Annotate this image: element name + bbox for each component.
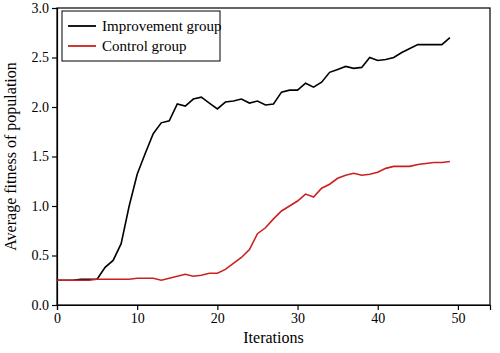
tick: 0.5 <box>32 248 58 263</box>
tick: 20 <box>211 305 225 326</box>
tick: 50 <box>451 305 465 326</box>
tick-label: 2.5 <box>32 50 50 65</box>
tick-mark <box>458 305 459 310</box>
tick-mark <box>52 206 57 207</box>
tick-mark <box>52 156 57 157</box>
tick: 0 <box>54 305 61 326</box>
tick-mark <box>378 305 379 310</box>
tick-label: 0.0 <box>32 298 50 313</box>
tick-label: 0 <box>54 311 61 326</box>
tick: 0.0 <box>32 298 58 313</box>
plot: 0 10 20 30 40 50 0.0 0.5 1.0 1.5 2.0 2.5 3.0 Improvem… <box>32 1 491 326</box>
lines <box>57 38 450 281</box>
y-axis-title: Average fitness of population <box>2 62 20 251</box>
axis-line <box>58 306 491 311</box>
tick-label: 1.0 <box>32 199 50 214</box>
x-axis: 0 10 20 30 40 50 <box>54 305 491 326</box>
tick: 3.0 <box>32 1 58 16</box>
tick-label: 10 <box>131 311 145 326</box>
tick-mark <box>52 8 57 9</box>
tick: 1.5 <box>32 149 58 164</box>
tick-label: 20 <box>211 311 225 326</box>
y-axis: 0.0 0.5 1.0 1.5 2.0 2.5 3.0 <box>32 1 58 313</box>
tick-mark <box>217 305 218 310</box>
tick: 2.0 <box>32 100 58 115</box>
legend: Improvement group Control group <box>62 11 222 61</box>
tick-mark <box>52 255 57 256</box>
tick-label: 0.5 <box>32 248 50 263</box>
tick: 10 <box>131 305 145 326</box>
tick: 2.5 <box>32 50 58 65</box>
legend-label: Improvement group <box>102 18 222 34</box>
legend-swatch <box>68 25 96 27</box>
legend-swatch <box>68 45 96 47</box>
plot-frame <box>57 8 490 305</box>
tick-label: 3.0 <box>32 1 50 16</box>
axis-line <box>52 9 58 306</box>
tick: 30 <box>291 305 305 326</box>
legend-label: Control group <box>102 38 187 54</box>
tick-mark <box>137 305 138 310</box>
tick-mark <box>52 57 57 58</box>
series-line <box>57 161 450 280</box>
tick-label: 50 <box>451 311 465 326</box>
tick-label: 1.5 <box>32 149 50 164</box>
tick-label: 40 <box>371 311 385 326</box>
tick-label: 30 <box>291 311 305 326</box>
chart: 0 10 20 30 40 50 0.0 0.5 1.0 1.5 2.0 2.5 3.0 Improvem… <box>0 0 500 353</box>
tick-mark <box>52 107 57 108</box>
tick-label: 2.0 <box>32 100 50 115</box>
tick: 40 <box>371 305 385 326</box>
tick-mark <box>52 305 57 306</box>
tick-mark <box>297 305 298 310</box>
tick: 1.0 <box>32 199 58 214</box>
x-axis-title: Iterations <box>243 329 303 346</box>
series-line <box>57 38 450 281</box>
